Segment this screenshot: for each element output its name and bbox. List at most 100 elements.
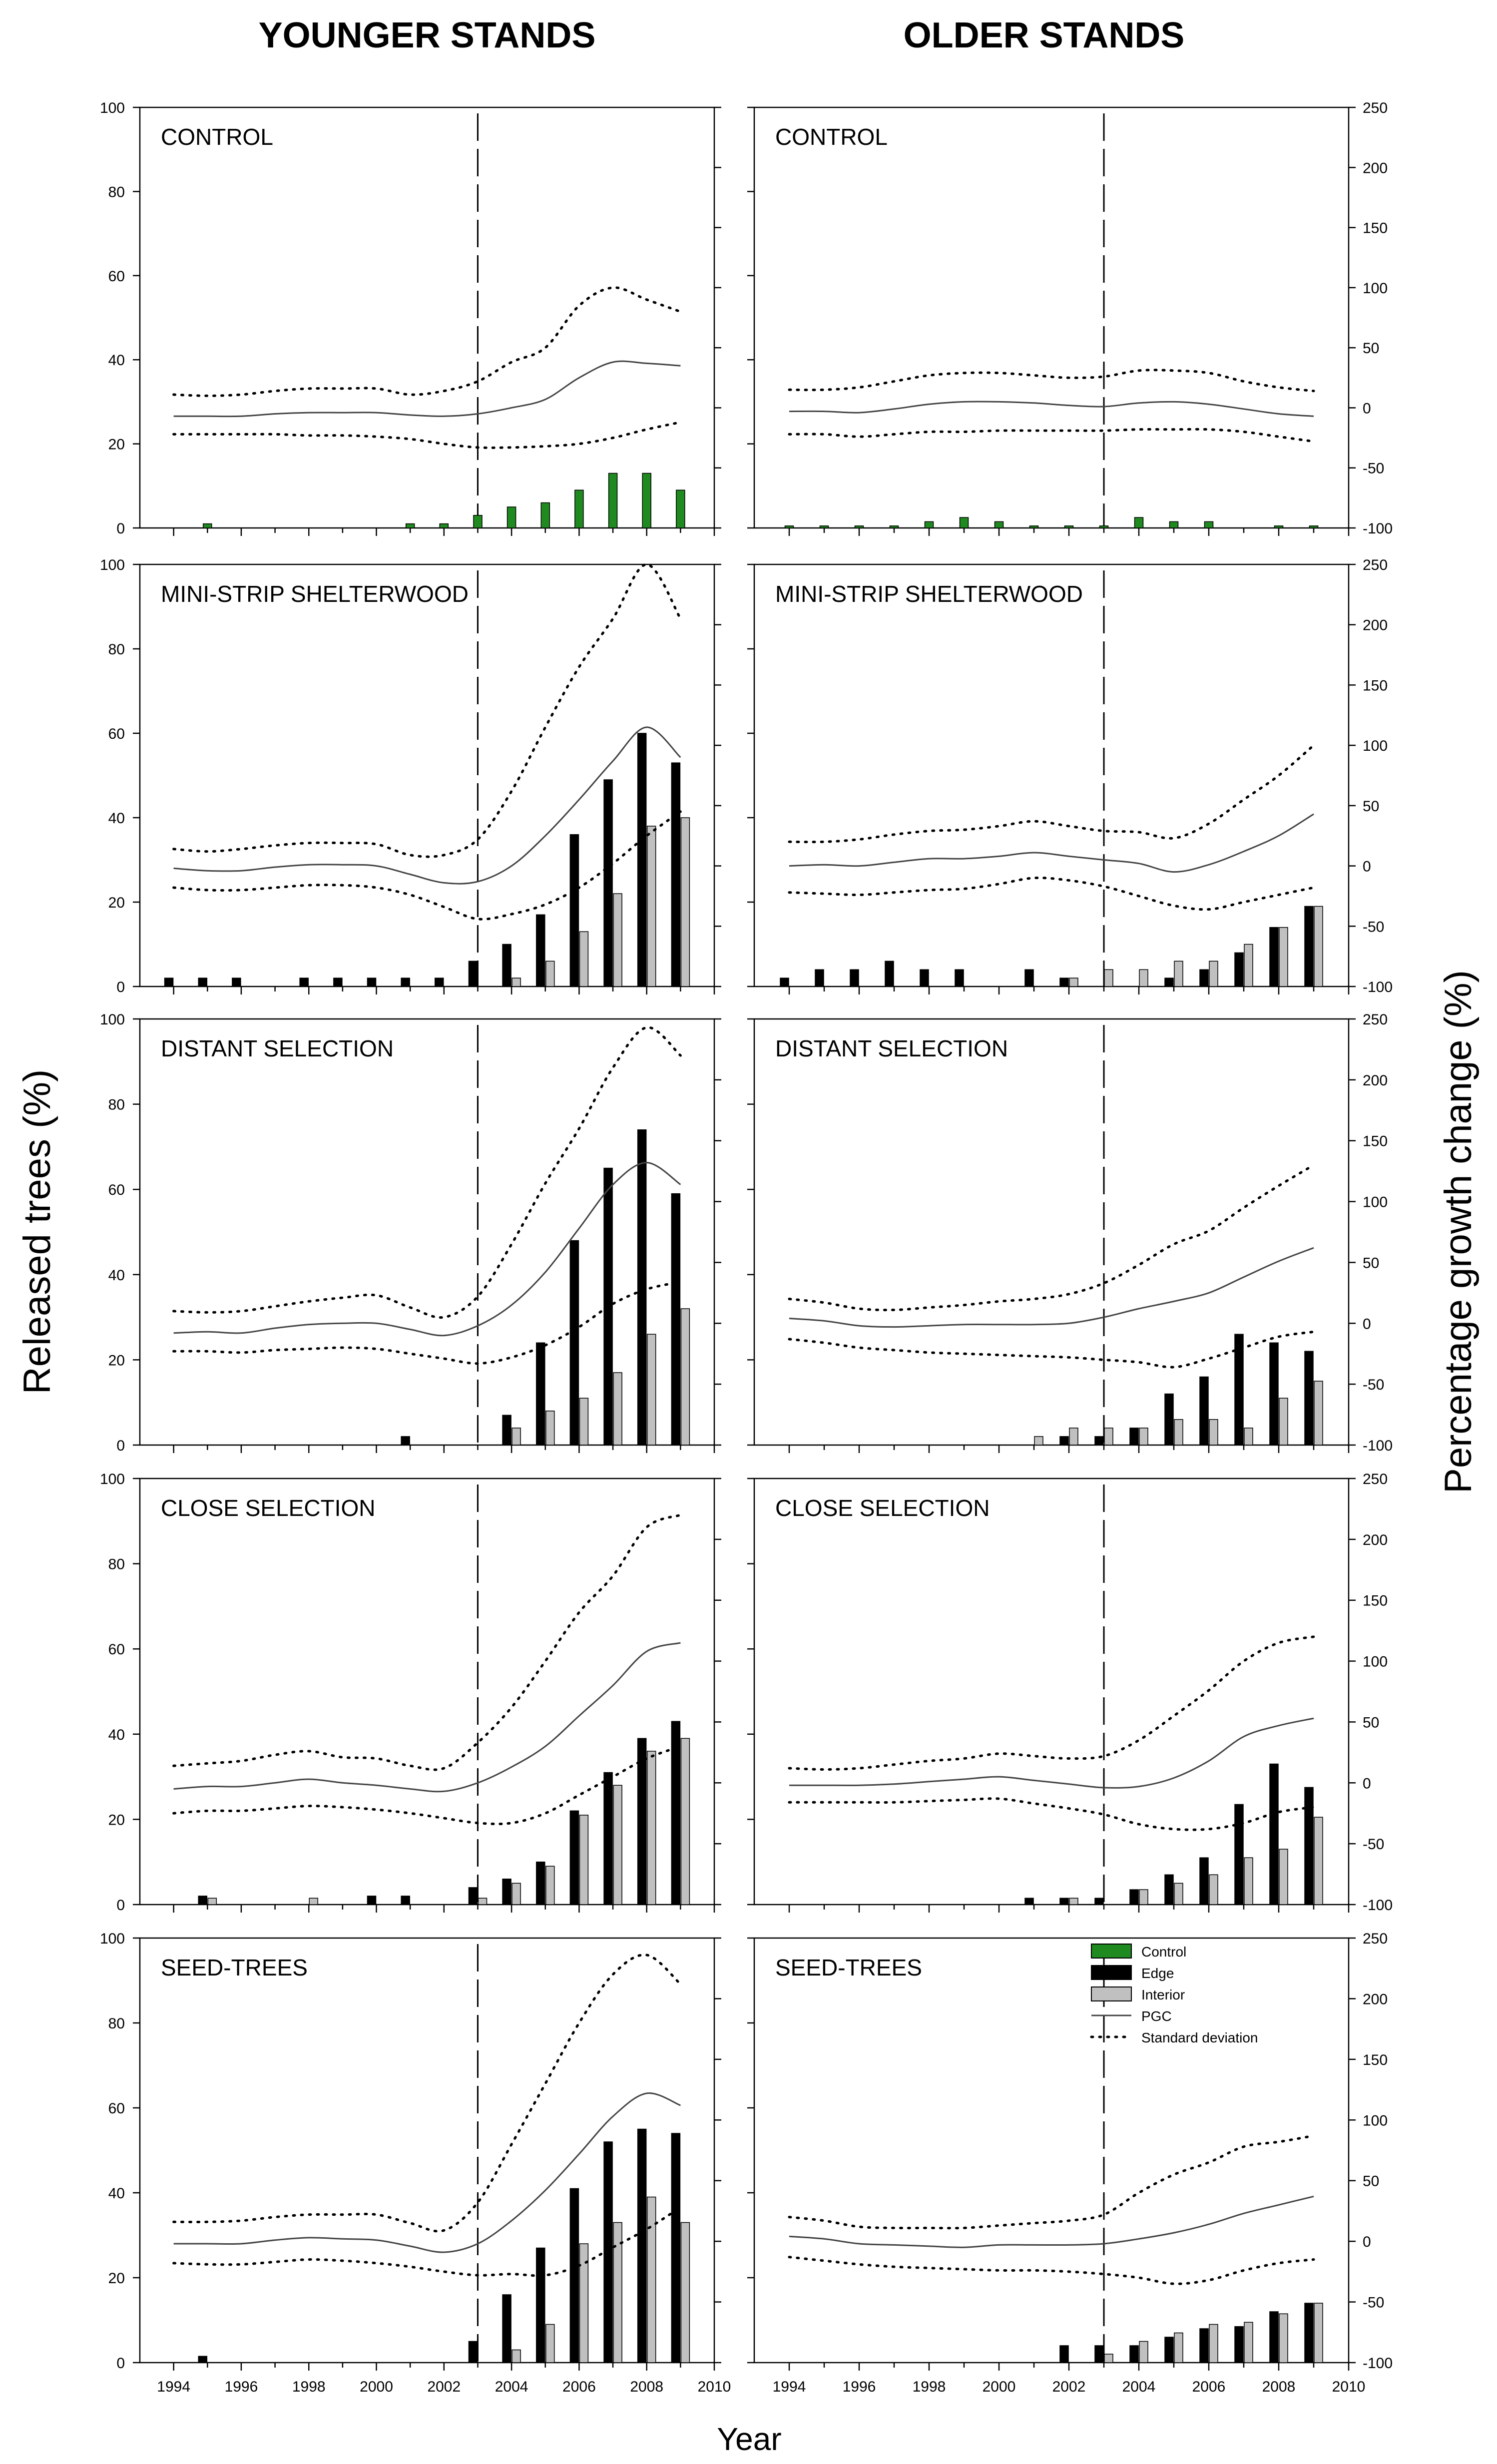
left-column-title: YOUNGER STANDS [259, 15, 596, 55]
bar-control-2007 [608, 473, 618, 528]
bar-interior-2003 [1104, 1428, 1113, 1446]
bar-interior-2006 [579, 1398, 589, 1446]
bar-edge-2008 [637, 2128, 647, 2363]
y-left-tick-label: 100 [100, 1471, 125, 1487]
bar-interior-2006 [1209, 2324, 1218, 2363]
bar-edge-2006 [1199, 1376, 1209, 1446]
bar-edge-2003 [1094, 2345, 1104, 2363]
y-right-tick-label: 250 [1363, 557, 1388, 573]
x-tick-label: 2004 [1122, 2379, 1156, 2395]
panel-old-mini: MINI-STRIP SHELTERWOOD -100 -50 0 50 100 150 20… [747, 557, 1393, 995]
bar-edge-1998 [920, 969, 929, 987]
y-left-tick-label: 0 [116, 520, 125, 537]
x-axis-title: Year [717, 2421, 781, 2457]
y-left-tick-label: 60 [108, 268, 125, 285]
panel-frame [753, 106, 1350, 529]
bar-edge-2005 [1164, 1393, 1174, 1446]
legend-swatch-edge [1091, 1965, 1132, 1980]
bar-edge-2004 [1129, 1428, 1139, 1446]
panel-frame [753, 563, 1350, 987]
pgc-line [789, 1717, 1314, 1789]
panel-frame [139, 106, 715, 529]
y-left-tick-label: 100 [100, 557, 125, 573]
y-left-tick-label: 40 [108, 352, 125, 369]
panel-old-close: CLOSE SELECTION -100 -50 0 50 100 150 200 250 [747, 1471, 1393, 1914]
pgc-line [789, 1247, 1314, 1328]
legend-label-sd: Standard deviation [1141, 2030, 1258, 2045]
panel-title: SEED-TREES [775, 1955, 922, 1980]
y-left-tick-label: 40 [108, 810, 125, 827]
bar-interior-2008 [646, 2196, 656, 2363]
panel-frame [139, 1018, 715, 1446]
x-tick-label: 2008 [1262, 2379, 1296, 2395]
bar-interior-2007 [613, 1785, 622, 1905]
x-tick-label: 2010 [698, 2379, 731, 2395]
bar-edge-2004 [1129, 1889, 1139, 1905]
x-tick-label: 2002 [427, 2379, 461, 2395]
y-left-tick-label: 40 [108, 1727, 125, 1743]
bar-interior-2007 [613, 2222, 622, 2363]
bar-control-1994 [784, 525, 794, 528]
bar-interior-2005 [545, 961, 555, 987]
sd-upper-line [788, 1635, 1315, 1771]
bar-edge-2008 [1269, 927, 1279, 987]
bar-edge-1995 [198, 978, 208, 987]
bar-edge-2006 [1199, 1857, 1209, 1905]
bar-edge-2009 [1304, 1787, 1314, 1905]
bar-edge-2003 [468, 2341, 478, 2363]
bar-control-2002 [1064, 525, 1074, 528]
bar-edge-2008 [637, 1129, 647, 1446]
panel-title: CONTROL [161, 124, 273, 150]
bar-edge-2007 [1234, 1804, 1244, 1905]
bar-interior-2009 [680, 817, 690, 987]
panel-title: DISTANT SELECTION [775, 1035, 1008, 1061]
bar-interior-2006 [579, 931, 589, 987]
sd-lower-line [788, 1797, 1315, 1831]
bar-edge-1998 [299, 978, 309, 987]
bar-interior-2004 [511, 978, 521, 987]
bar-edge-2003 [1094, 1898, 1104, 1905]
panel-title: DISTANT SELECTION [161, 1035, 394, 1061]
y-right-tick-label: -100 [1363, 2355, 1393, 2372]
y-right-tick-label: -100 [1363, 520, 1393, 537]
bar-interior-2007 [613, 893, 622, 987]
sd-upper-line [788, 2134, 1315, 2230]
bar-edge-2005 [536, 1342, 545, 1446]
bar-interior-2001 [1034, 1436, 1043, 1446]
y-right-tick-label: -50 [1363, 1377, 1384, 1393]
bar-interior-2006 [1209, 1419, 1218, 1446]
sd-upper-line [788, 369, 1315, 393]
bar-interior-2007 [1244, 1857, 1253, 1905]
y-left-tick-label: 80 [108, 2015, 125, 2032]
bar-edge-2004 [502, 1879, 511, 1905]
panel-old-distant: DISTANT SELECTION -100 -50 0 50 100 150 200 250 [747, 1011, 1393, 1454]
y-left-tick-label: 80 [108, 641, 125, 658]
bar-interior-1995 [207, 1898, 217, 1905]
bar-interior-2007 [1244, 2322, 1253, 2363]
bar-interior-2009 [680, 1738, 690, 1905]
bar-edge-2004 [1129, 2345, 1139, 2363]
panel-young-control: CONTROL 0 20 40 60 80 100 [100, 100, 721, 537]
bar-edge-1999 [955, 969, 964, 987]
bar-edge-2009 [671, 1193, 681, 1446]
bar-edge-2008 [1269, 1342, 1279, 1446]
legend-swatch-interior [1091, 1986, 1132, 2001]
y-left-tick-label: 20 [108, 895, 125, 911]
bar-interior-2009 [1314, 1817, 1323, 1905]
y-right-tick-label: -100 [1363, 1897, 1393, 1914]
panel-frame [139, 1937, 715, 2364]
panels-group: CONTROL 0 20 40 60 80 100 CONTROL -100 -50 0 50 100 1… [100, 100, 1393, 2395]
bar-control-2008 [642, 473, 651, 528]
bar-interior-1998 [309, 1898, 318, 1905]
bar-edge-2008 [637, 733, 647, 987]
bar-interior-2004 [1139, 2341, 1148, 2363]
y-left-tick-label: 60 [108, 1641, 125, 1658]
bar-control-2005 [1169, 521, 1179, 528]
bar-edge-2009 [671, 2133, 681, 2363]
bar-control-2001 [1029, 525, 1039, 528]
y-right-tick-label: 50 [1363, 1255, 1379, 1271]
y-right-tick-label: 150 [1363, 1133, 1388, 1150]
y-right-tick-label: 0 [1363, 400, 1371, 417]
bar-interior-2004 [511, 1883, 521, 1905]
